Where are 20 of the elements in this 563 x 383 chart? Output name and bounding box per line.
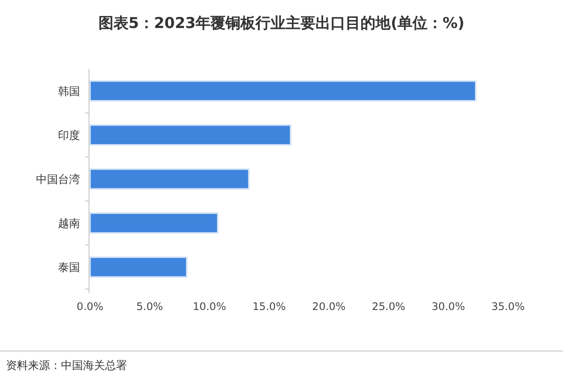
x-tick-label: 5.0% xyxy=(136,301,164,313)
y-tick-label: 越南 xyxy=(58,216,80,230)
x-tick-label: 30.0% xyxy=(432,301,465,313)
x-tick-label: 25.0% xyxy=(372,301,406,313)
bar xyxy=(89,124,292,146)
chart-title: 图表5：2023年覆铜板行业主要出口目的地(单位：%) xyxy=(98,14,464,32)
x-tick-label: 35.0% xyxy=(491,301,525,313)
y-tick-label: 泰国 xyxy=(58,260,80,274)
x-tick-label: 20.0% xyxy=(312,301,346,313)
y-tick-label: 中国台湾 xyxy=(36,172,80,186)
bar xyxy=(89,212,219,234)
y-tick-label: 韩国 xyxy=(58,84,80,98)
x-tick-label: 15.0% xyxy=(252,301,286,313)
y-tick-label: 印度 xyxy=(58,128,80,142)
bar xyxy=(89,80,477,102)
bar xyxy=(89,256,188,278)
bar xyxy=(89,168,250,190)
x-tick-label: 10.0% xyxy=(192,301,226,313)
x-tick-label: 0.0% xyxy=(76,301,104,313)
text: 资料来源：中国海关总署 xyxy=(6,359,127,372)
